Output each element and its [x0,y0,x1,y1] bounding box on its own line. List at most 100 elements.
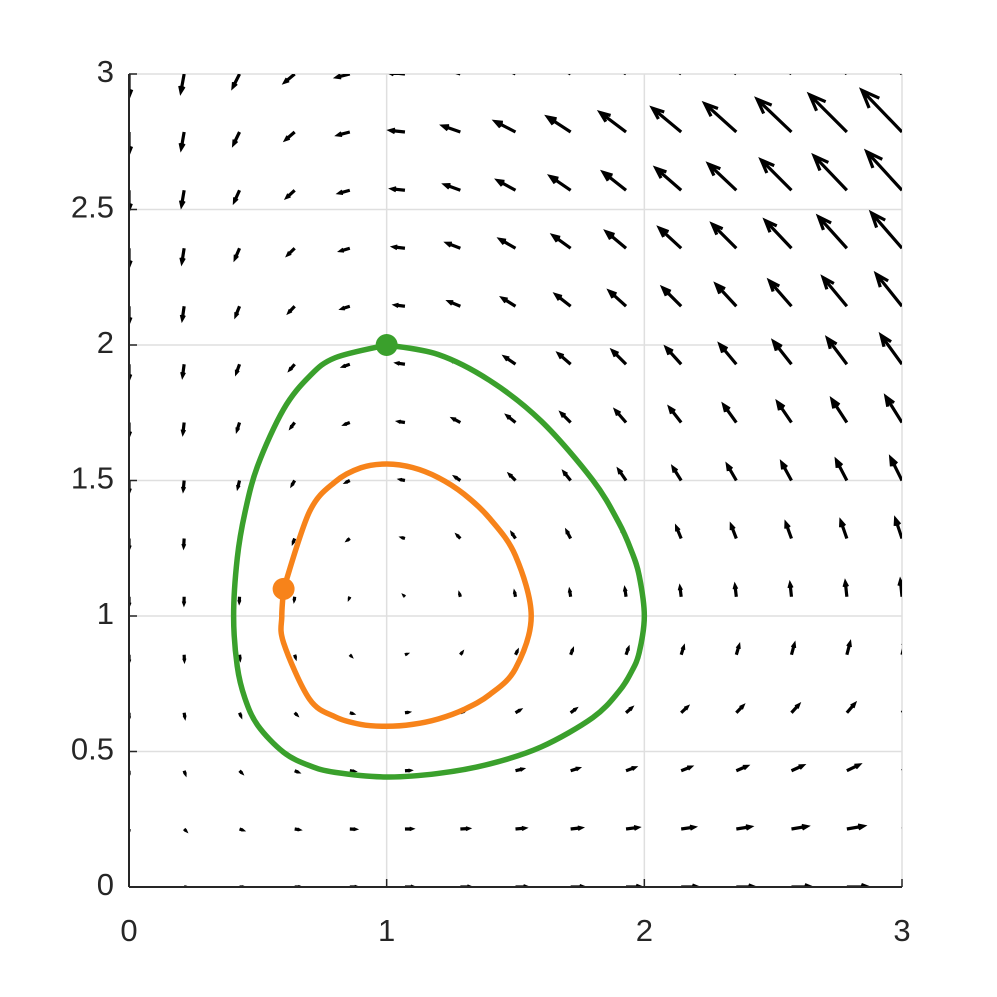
arrow [129,131,134,158]
arrow [388,74,405,77]
arrow [180,422,187,437]
arrow [391,302,406,308]
arrow [182,770,187,778]
x-tick-label: 3 [893,913,910,948]
arrow [183,827,189,834]
y-tick-label: 0 [97,867,114,902]
arrow [404,768,414,773]
arrow [845,700,858,714]
arrow [784,519,793,540]
arrow [231,74,241,91]
arrow [349,827,360,832]
arrow [839,517,849,540]
arrow [129,364,133,383]
arrow [506,471,517,482]
arrow [758,157,793,192]
arrow [616,466,628,482]
arrow [401,593,407,598]
arrow [182,654,187,665]
arrow [388,186,406,193]
arrow [349,711,357,716]
arrow [496,237,517,250]
arrow [443,241,461,250]
arrow [238,712,243,720]
arrow [656,225,683,250]
arrow [281,74,296,85]
arrow [834,456,849,482]
arrow [733,74,737,76]
arrow [344,537,351,543]
arrow [294,827,303,832]
arrow [288,421,296,431]
arrow [231,131,241,148]
arrow [766,277,793,308]
arrow [609,347,628,366]
arrow [178,131,186,153]
arrow [445,300,461,308]
arrow [441,183,461,192]
arrow [567,586,573,598]
arrow [883,393,902,424]
arrow [561,469,572,482]
arrow [901,827,902,830]
arrow [287,363,296,373]
arrow [606,288,628,308]
arrow [735,703,746,714]
arrow [511,74,516,76]
arrow [729,521,738,540]
arrow [552,292,572,308]
arrow [455,74,461,76]
arrow [570,883,588,887]
arrow [504,413,517,424]
arrow [459,649,465,656]
arrow [789,74,792,76]
y-tick-label: 0.5 [71,732,114,767]
y-tick-label: 3 [97,54,114,89]
arrow [888,454,902,482]
arrow [179,306,186,324]
arrow [181,596,187,608]
arrow [901,768,902,771]
arrow [624,705,635,714]
arrow [514,708,524,715]
arrow [394,419,406,425]
arrow [754,96,793,134]
arrow [732,581,739,597]
arrow [335,188,351,196]
arrow [549,233,572,250]
arrow [626,883,645,887]
arrow [515,767,527,773]
arrow [725,461,738,482]
arrow [514,647,519,656]
arrow [349,769,358,774]
arrow [235,422,242,434]
arrow [396,477,406,483]
arrow [603,229,628,250]
x-tick-label: 2 [636,913,653,948]
arrow [844,74,847,76]
start-point [272,577,295,600]
arrow [404,826,416,832]
arrow [567,74,571,76]
arrow [558,410,572,424]
arrow [341,421,351,426]
arrow [622,585,628,597]
arrow [701,100,738,134]
arrow [790,763,807,773]
arrow [129,74,134,101]
arrow [624,644,630,656]
arrow [291,537,297,546]
arrow [236,480,242,492]
arrow [348,653,354,659]
arrow [736,824,755,831]
arrow [649,105,683,134]
arrow [570,766,583,773]
arrow [680,824,699,831]
arrow [129,306,133,327]
arrow [454,532,462,540]
arrow [546,174,572,192]
arrow [512,588,518,598]
arrow [625,766,639,773]
arrow [842,578,849,597]
